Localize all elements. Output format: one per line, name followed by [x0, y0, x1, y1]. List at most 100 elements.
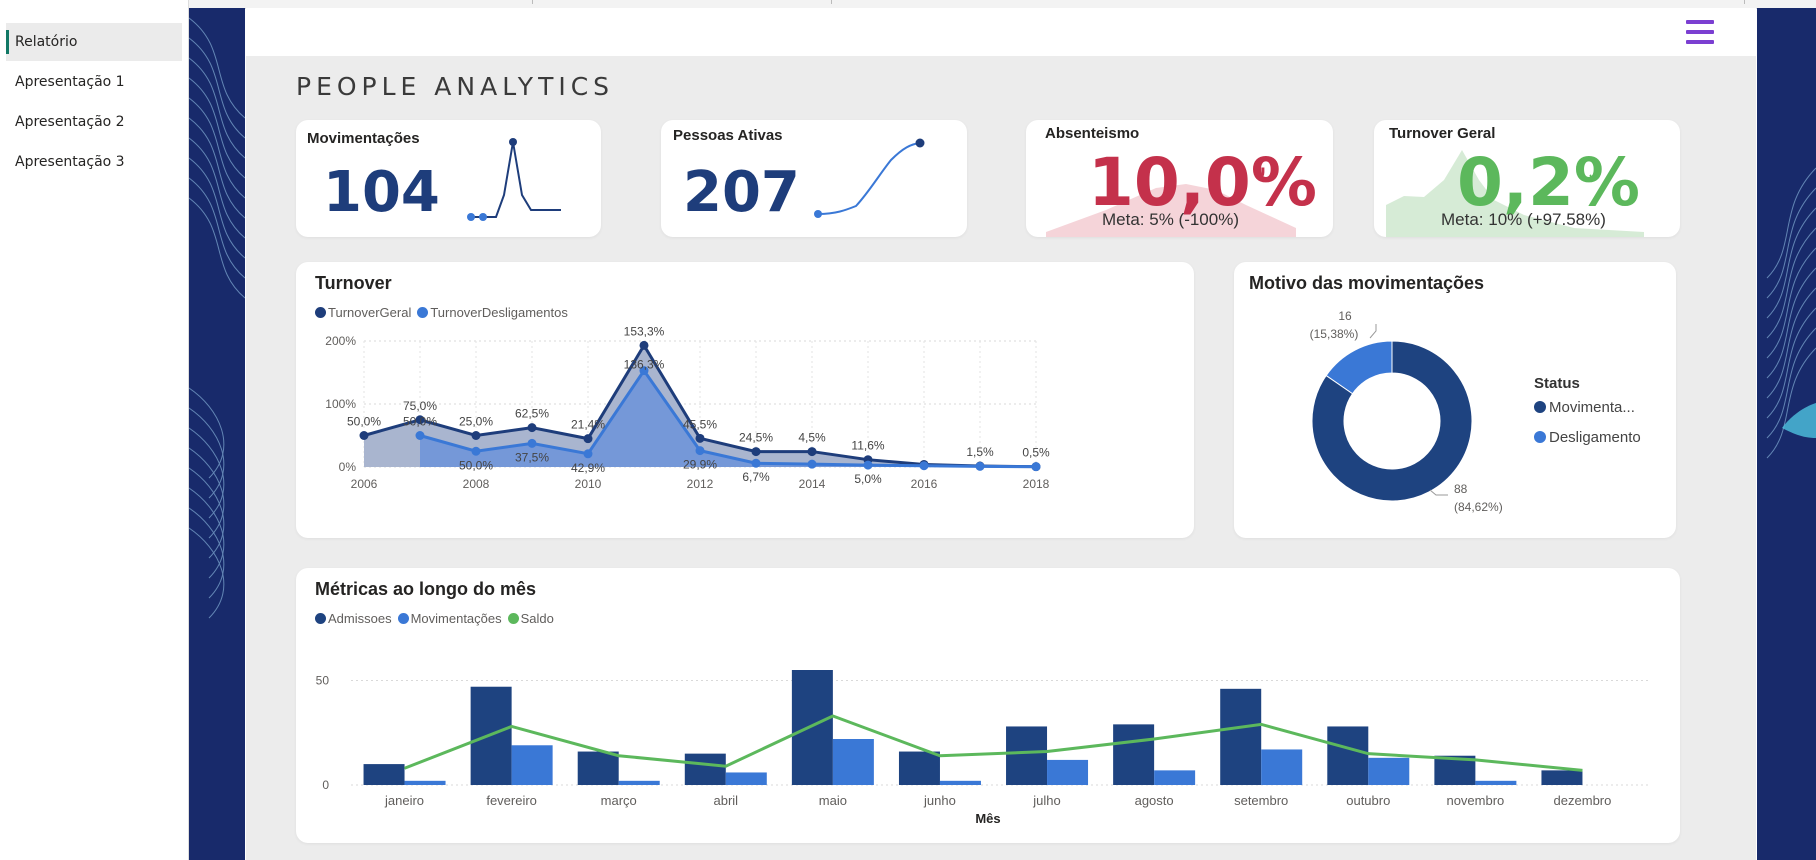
legend-item-admissoes[interactable]: Admissoes — [315, 611, 392, 626]
kpi-goal: Meta: 5% (-100%) — [1102, 210, 1239, 229]
motivo-donut-chart: 16 (15,38%) 88 (84,62%) — [1310, 309, 1503, 514]
data-label-movimentacao-count: 88 — [1454, 482, 1468, 496]
data-label: 50,0% — [459, 458, 493, 472]
data-point — [583, 434, 593, 444]
x-tick-label: janeiro — [384, 793, 424, 808]
kpi-card-pessoas-ativas[interactable]: Pessoas Ativas 207 — [661, 120, 967, 237]
data-label: 1,5% — [966, 445, 994, 459]
kpi-trend-area — [1046, 184, 1296, 237]
data-label: 153,3% — [624, 324, 665, 338]
data-label: 25,0% — [459, 415, 493, 429]
legend-item-turnover-geral[interactable]: TurnoverGeral — [315, 305, 411, 320]
bar-admissoes — [577, 751, 619, 785]
series-line — [419, 367, 1037, 469]
legend-item-saldo[interactable]: Saldo — [507, 611, 554, 626]
x-tick-label: 2012 — [687, 477, 714, 491]
decorative-band-right — [1757, 8, 1816, 860]
data-point — [751, 447, 761, 457]
series-area — [364, 345, 1036, 467]
bar-admissoes — [363, 764, 405, 785]
data-point — [695, 433, 705, 443]
legend-item-turnover-desligamentos[interactable]: TurnoverDesligamentos — [417, 305, 568, 320]
turnover-chart-card[interactable]: Turnover TurnoverGeral TurnoverDesligamen… — [296, 262, 1194, 538]
report-header — [246, 8, 1756, 56]
data-label: 6,7% — [742, 470, 770, 484]
data-label: 4,5% — [798, 431, 826, 445]
chart-legend: TurnoverGeral TurnoverDesligamentos — [315, 305, 574, 320]
bar-admissoes — [684, 753, 726, 785]
bar-admissoes — [1327, 726, 1369, 785]
bar-movimentacoes — [618, 780, 660, 785]
y-tick-label: 0% — [339, 460, 357, 474]
nav-item-apresentacao-3[interactable]: Apresentação 3 — [15, 154, 125, 170]
bar-movimentacoes — [1261, 749, 1303, 785]
kpi-value: 207 — [683, 160, 800, 225]
kpi-value: 0,2% — [1457, 144, 1641, 221]
data-point — [695, 446, 705, 456]
bar-admissoes — [1113, 724, 1155, 785]
chart-title: Turnover — [315, 273, 392, 293]
report-frame: PEOPLE ANALYTICS Movimentações 104 Pesso… — [189, 0, 1816, 860]
x-tick-label: 2006 — [351, 477, 378, 491]
bar-movimentacoes — [939, 780, 981, 785]
hamburger-menu-icon[interactable] — [1686, 20, 1714, 44]
bar-movimentacoes — [1475, 780, 1517, 785]
x-tick-label: maio — [819, 793, 847, 808]
decorative-band-left — [189, 8, 245, 860]
page-title: PEOPLE ANALYTICS — [296, 72, 615, 101]
bar-admissoes — [1541, 770, 1583, 785]
data-point — [1031, 462, 1041, 472]
data-point — [751, 458, 761, 468]
data-label: 45,5% — [683, 417, 717, 431]
data-label: 0,5% — [1022, 446, 1050, 460]
kpi-card-absenteismo[interactable]: Absenteismo 10,0% ! Meta: 5% (-100%) — [1026, 120, 1333, 237]
y-tick-label: 100% — [325, 397, 356, 411]
data-point — [975, 461, 985, 471]
legend-item-desligamento[interactable]: Desligamento — [1534, 429, 1641, 446]
data-point — [527, 423, 537, 433]
metricas-chart-card[interactable]: Métricas ao longo do mês Admissoes Movime… — [296, 568, 1680, 843]
kpi-sparkline — [467, 138, 561, 221]
data-point — [471, 431, 481, 440]
data-point — [807, 459, 817, 469]
data-label: 11,6% — [851, 439, 884, 453]
motivo-chart-card[interactable]: Motivo das movimentações 16 (15,38%) 88 (84… — [1234, 262, 1676, 538]
data-point — [919, 461, 929, 471]
kpi-card-turnover-geral[interactable]: Turnover Geral 0,2% ✓ Meta: 10% (+97.58%… — [1374, 120, 1680, 237]
x-tick-label: 2016 — [911, 477, 938, 491]
leader-line — [1369, 324, 1377, 339]
x-tick-label: agosto — [1135, 793, 1174, 808]
bar-movimentacoes — [832, 739, 874, 785]
y-tick-label: 200% — [325, 334, 356, 348]
nav-item-apresentacao-1[interactable]: Apresentação 1 — [15, 74, 125, 90]
y-tick-label: 50 — [316, 673, 330, 687]
data-label: 42,9% — [571, 461, 605, 475]
data-point — [639, 366, 649, 376]
data-label: 62,5% — [515, 407, 549, 421]
bar-admissoes — [1220, 688, 1262, 785]
data-point — [359, 431, 369, 440]
data-label: 5,0% — [854, 472, 882, 486]
data-label: 24,5% — [739, 431, 773, 445]
bar-admissoes — [1006, 726, 1048, 785]
bar-movimentacoes — [1047, 759, 1089, 785]
legend-item-movimentacoes[interactable]: Movimentações — [397, 611, 502, 626]
nav-item-apresentacao-2[interactable]: Apresentação 2 — [15, 114, 125, 130]
data-label: 50,0% — [403, 415, 437, 429]
data-label: 29,9% — [683, 458, 717, 472]
nav-item-relatorio[interactable]: Relatório — [6, 23, 182, 61]
bar-movimentacoes — [404, 780, 446, 785]
check-icon: ✓ — [1587, 165, 1602, 185]
data-label: 75,0% — [403, 399, 437, 413]
data-point — [863, 460, 873, 470]
kpi-card-movimentacoes[interactable]: Movimentações 104 — [296, 120, 601, 237]
x-tick-label: julho — [1032, 793, 1060, 808]
bar-admissoes — [898, 751, 940, 785]
data-point — [583, 449, 593, 459]
bar-admissoes — [791, 670, 833, 785]
x-tick-label: 2014 — [799, 477, 826, 491]
x-tick-label: junho — [923, 793, 956, 808]
data-label: 37,5% — [515, 450, 549, 464]
x-tick-label: outubro — [1346, 793, 1390, 808]
legend-item-movimentacao[interactable]: Movimenta... — [1534, 399, 1635, 416]
